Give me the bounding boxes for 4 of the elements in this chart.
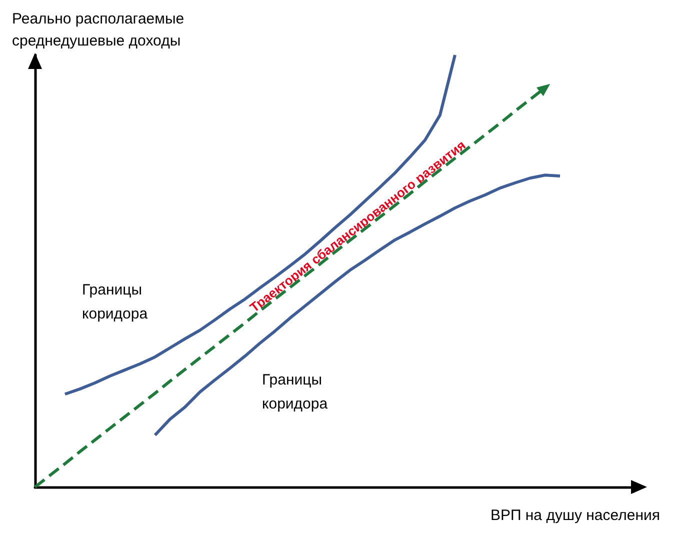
x-axis-title: ВРП на душу населения (490, 507, 660, 524)
annotation: Границы коридора (262, 372, 328, 412)
annotation: Границы коридора (82, 282, 148, 322)
y-axis-title: Реально располагаемые среднедушевые доходы (12, 10, 184, 50)
